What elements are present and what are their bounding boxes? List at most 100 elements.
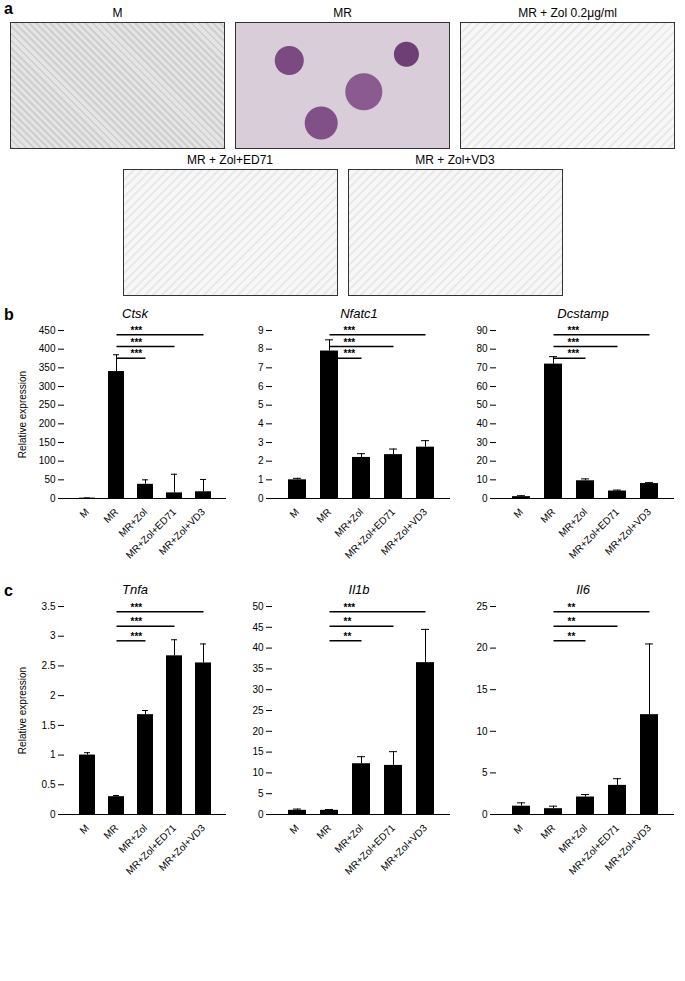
svg-text:30: 30 (252, 684, 264, 695)
svg-text:6: 6 (258, 381, 264, 392)
svg-text:***: *** (344, 602, 356, 613)
svg-text:MR+Zol: MR+Zol (332, 506, 366, 539)
svg-text:M: M (77, 506, 91, 520)
svg-text:***: *** (568, 348, 580, 359)
svg-text:15: 15 (476, 684, 488, 695)
svg-text:15: 15 (252, 746, 264, 757)
svg-text:250: 250 (39, 399, 56, 410)
svg-text:***: *** (344, 348, 356, 359)
svg-text:10: 10 (252, 767, 264, 778)
svg-text:Relative expression: Relative expression (17, 667, 28, 754)
svg-text:400: 400 (39, 343, 56, 354)
svg-text:**: ** (568, 602, 576, 613)
svg-text:50: 50 (476, 399, 488, 410)
svg-text:60: 60 (476, 381, 488, 392)
svg-text:4: 4 (258, 418, 264, 429)
svg-text:MR+Zol+VD3: MR+Zol+VD3 (157, 506, 208, 557)
svg-text:80: 80 (476, 343, 488, 354)
svg-text:MR+Zol+ED71: MR+Zol+ED71 (342, 822, 398, 877)
svg-text:***: *** (131, 325, 143, 336)
svg-text:3: 3 (258, 437, 264, 448)
svg-text:5: 5 (258, 788, 264, 799)
svg-text:20: 20 (252, 726, 264, 737)
svg-text:MR+Zol+ED71: MR+Zol+ED71 (124, 822, 179, 877)
svg-text:***: *** (344, 337, 356, 348)
svg-text:MR: MR (101, 506, 120, 525)
svg-text:1: 1 (258, 474, 264, 485)
svg-text:5: 5 (482, 767, 488, 778)
svg-text:3: 3 (50, 630, 56, 641)
svg-text:0: 0 (50, 809, 56, 820)
svg-text:1: 1 (50, 749, 56, 760)
svg-text:MR: MR (314, 506, 333, 525)
svg-text:7: 7 (258, 362, 264, 373)
svg-text:MR: MR (101, 822, 120, 841)
svg-text:2.5: 2.5 (42, 660, 56, 671)
svg-text:0: 0 (482, 809, 488, 820)
svg-text:Relative expression: Relative expression (17, 371, 28, 458)
svg-text:25: 25 (252, 705, 264, 716)
svg-text:MR+Zol+ED71: MR+Zol+ED71 (566, 506, 622, 561)
svg-text:3.5: 3.5 (42, 601, 56, 612)
svg-text:***: *** (568, 337, 580, 348)
svg-text:300: 300 (39, 381, 56, 392)
svg-text:70: 70 (476, 362, 488, 373)
svg-text:10: 10 (476, 726, 488, 737)
svg-text:8: 8 (258, 343, 264, 354)
svg-text:***: *** (131, 348, 143, 359)
svg-text:MR+Zol+VD3: MR+Zol+VD3 (379, 822, 430, 873)
svg-text:2: 2 (258, 455, 264, 466)
svg-text:***: *** (568, 325, 580, 336)
svg-text:***: *** (131, 631, 143, 642)
svg-text:10: 10 (476, 474, 488, 485)
svg-text:MR+Zol+VD3: MR+Zol+VD3 (603, 506, 654, 557)
svg-text:50: 50 (44, 474, 56, 485)
svg-text:45: 45 (252, 622, 264, 633)
svg-text:MR: MR (314, 822, 333, 841)
svg-text:M: M (287, 506, 301, 520)
svg-text:MR+Zol+ED71: MR+Zol+ED71 (124, 506, 179, 561)
svg-text:9: 9 (258, 325, 264, 336)
svg-text:MR+Zol+ED71: MR+Zol+ED71 (566, 822, 622, 877)
svg-text:MR+Zol+ED71: MR+Zol+ED71 (342, 506, 398, 561)
svg-text:***: *** (344, 325, 356, 336)
svg-text:90: 90 (476, 325, 488, 336)
svg-text:**: ** (344, 631, 352, 642)
svg-text:20: 20 (476, 642, 488, 653)
svg-text:2: 2 (50, 690, 56, 701)
svg-text:M: M (77, 822, 91, 836)
svg-text:0: 0 (258, 809, 264, 820)
svg-text:450: 450 (39, 325, 56, 336)
svg-text:MR+Zol+VD3: MR+Zol+VD3 (379, 506, 430, 557)
svg-text:MR+Zol+VD3: MR+Zol+VD3 (157, 822, 208, 873)
svg-text:100: 100 (39, 455, 56, 466)
svg-text:***: *** (131, 337, 143, 348)
svg-text:***: *** (131, 602, 143, 613)
svg-text:0: 0 (50, 493, 56, 504)
svg-text:***: *** (131, 616, 143, 627)
svg-text:150: 150 (39, 437, 56, 448)
svg-text:MR: MR (538, 506, 557, 525)
svg-text:50: 50 (252, 601, 264, 612)
svg-text:200: 200 (39, 418, 56, 429)
svg-text:**: ** (568, 616, 576, 627)
svg-text:**: ** (344, 616, 352, 627)
svg-text:1.5: 1.5 (42, 720, 56, 731)
svg-text:5: 5 (258, 399, 264, 410)
svg-text:MR+Zol+VD3: MR+Zol+VD3 (603, 822, 654, 873)
svg-text:350: 350 (39, 362, 56, 373)
svg-text:30: 30 (476, 437, 488, 448)
svg-text:**: ** (568, 631, 576, 642)
svg-text:M: M (511, 822, 525, 836)
svg-text:20: 20 (476, 455, 488, 466)
svg-text:0: 0 (482, 493, 488, 504)
svg-text:M: M (511, 506, 525, 520)
svg-text:35: 35 (252, 663, 264, 674)
svg-text:40: 40 (252, 642, 264, 653)
svg-text:25: 25 (476, 601, 488, 612)
svg-text:MR: MR (538, 822, 557, 841)
svg-text:0: 0 (258, 493, 264, 504)
svg-text:40: 40 (476, 418, 488, 429)
svg-text:M: M (287, 822, 301, 836)
svg-text:0.5: 0.5 (42, 779, 56, 790)
